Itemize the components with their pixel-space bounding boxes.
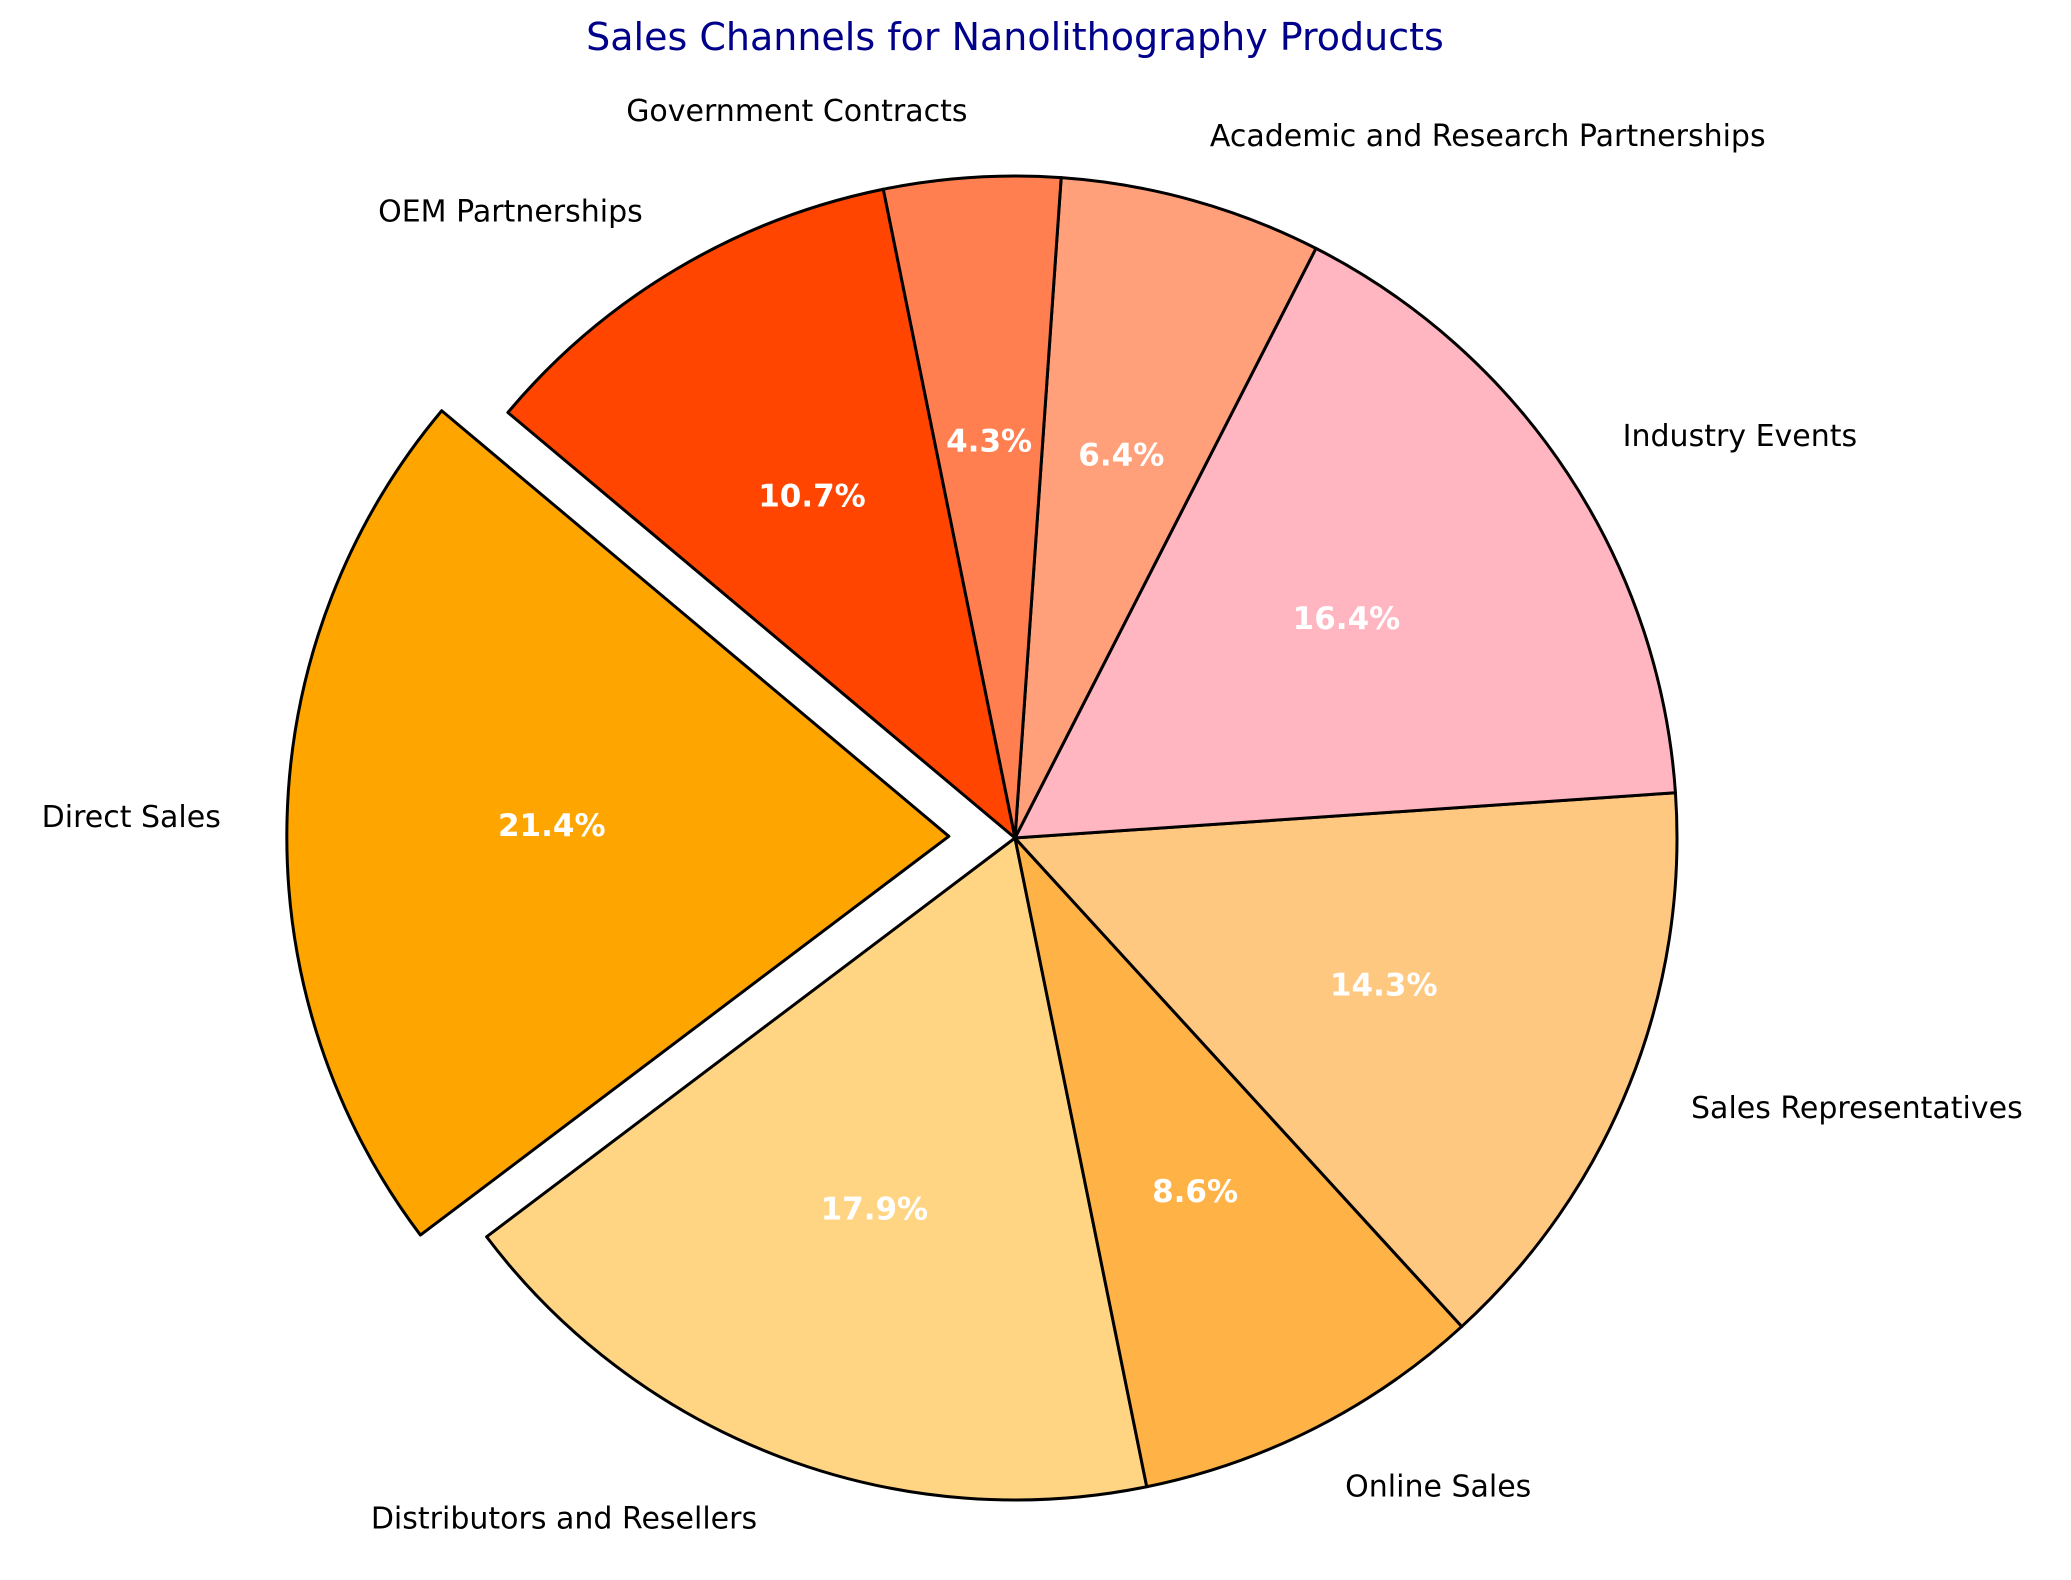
pct-label-distributors-and-resellers: 17.9% — [821, 1191, 929, 1227]
pie-slice-direct-sales — [285, 409, 951, 1237]
pct-label-direct-sales: 21.4% — [498, 808, 606, 844]
pct-label-government-contracts: 4.3% — [946, 424, 1032, 460]
slice-label-sales-representatives: Sales Representatives — [1691, 1091, 2023, 1126]
slice-label-academic-and-research-partnerships: Academic and Research Partnerships — [1210, 119, 1766, 154]
chart-title: Sales Channels for Nanolithography Produ… — [586, 15, 1444, 59]
pie-slices — [285, 174, 1679, 1502]
slice-label-government-contracts: Government Contracts — [626, 94, 967, 129]
pct-label-oem-partnerships: 10.7% — [758, 479, 866, 515]
pie-slice-oem-partnerships — [506, 187, 1017, 840]
pie-slice-government-contracts — [881, 174, 1063, 840]
slice-label-online-sales: Online Sales — [1345, 1470, 1531, 1505]
slice-label-direct-sales: Direct Sales — [42, 800, 221, 835]
pct-label-sales-representatives: 14.3% — [1330, 968, 1438, 1004]
pie-slice-academic-and-research-partnerships — [1013, 176, 1318, 840]
slice-label-industry-events: Industry Events — [1623, 419, 1858, 454]
pie-slice-industry-events — [1013, 246, 1677, 840]
pie-slice-online-sales — [1013, 836, 1464, 1489]
slice-label-distributors-and-resellers: Distributors and Resellers — [371, 1502, 757, 1537]
pct-label-industry-events: 16.4% — [1293, 601, 1401, 637]
pct-label-academic-and-research-partnerships: 6.4% — [1078, 437, 1164, 473]
pie-labels: 21.4% Direct Sales 17.9% Distributors and R… — [42, 94, 2023, 1537]
pie-slice-sales-representatives — [1013, 791, 1679, 1329]
pct-label-online-sales: 8.6% — [1152, 1174, 1238, 1210]
pie-slice-distributors-and-resellers — [485, 836, 1149, 1502]
slice-label-oem-partnerships: OEM Partnerships — [378, 195, 643, 230]
